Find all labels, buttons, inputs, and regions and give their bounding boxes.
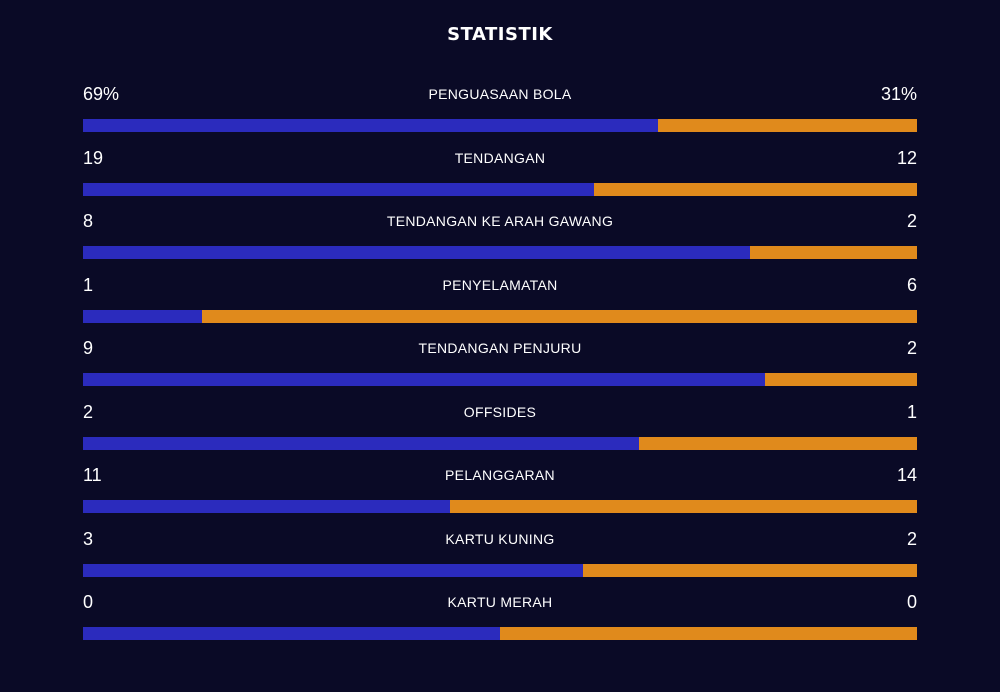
home-value: 19 — [83, 147, 104, 168]
home-value: 69% — [83, 84, 120, 104]
stats-list: 69% PENGUASAAN BOLA 31% 19 TENDANGAN 12 … — [83, 80, 917, 652]
away-value: 2 — [906, 211, 917, 231]
stat-row-saves: 1 PENYELAMATAN 6 — [83, 271, 917, 335]
stat-label: PELANGGARAN — [445, 467, 555, 483]
home-bar — [83, 246, 750, 259]
stat-label: PENGUASAAN BOLA — [428, 86, 572, 102]
stats-title: STATISTIK — [447, 24, 553, 45]
comparison-bar — [83, 373, 917, 386]
stat-row-possession: 69% PENGUASAAN BOLA 31% — [83, 80, 917, 144]
away-bar — [750, 246, 917, 259]
comparison-bar — [83, 182, 917, 196]
away-value: 1 — [906, 401, 917, 422]
away-bar — [594, 182, 917, 196]
home-bar — [83, 119, 658, 132]
away-bar — [500, 627, 917, 640]
comparison-bar — [83, 627, 917, 640]
stat-label: OFFSIDES — [463, 403, 537, 420]
home-value: 3 — [83, 528, 94, 549]
home-value: 11 — [83, 465, 102, 485]
comparison-bar — [83, 500, 917, 513]
comparison-bar — [83, 563, 917, 577]
home-value: 9 — [83, 338, 94, 358]
stat-label: TENDANGAN KE ARAH GAWANG — [386, 213, 614, 229]
comparison-bar — [83, 436, 917, 450]
stat-row-fouls: 11 PELANGGARAN 14 — [83, 461, 917, 525]
home-bar — [83, 563, 583, 577]
stat-label: PENYELAMATAN — [442, 276, 558, 293]
away-value: 14 — [896, 465, 917, 485]
away-value: 6 — [906, 274, 917, 295]
away-value: 31% — [880, 84, 917, 104]
home-bar — [83, 309, 202, 323]
comparison-bar — [83, 246, 917, 259]
home-bar — [83, 627, 500, 640]
home-value: 0 — [83, 592, 94, 612]
home-bar — [83, 182, 594, 196]
stat-row-corners: 9 TENDANGAN PENJURU 2 — [83, 334, 917, 398]
stat-row-red-cards: 0 KARTU MERAH 0 — [83, 588, 917, 652]
home-bar — [83, 373, 765, 386]
away-bar — [583, 563, 917, 577]
comparison-bar — [83, 309, 917, 323]
away-value: 2 — [906, 338, 917, 358]
stat-row-shots: 19 TENDANGAN 12 — [83, 144, 917, 208]
stat-row-yellow-cards: 3 KARTU KUNING 2 — [83, 525, 917, 589]
away-bar — [658, 119, 917, 132]
stat-row-offsides: 2 OFFSIDES 1 — [83, 398, 917, 462]
stat-label: KARTU MERAH — [447, 594, 553, 610]
away-bar — [639, 436, 917, 450]
stat-label: TENDANGAN — [454, 149, 546, 166]
away-value: 0 — [906, 592, 917, 612]
home-value: 8 — [83, 211, 94, 231]
away-bar — [202, 309, 917, 323]
home-bar — [83, 500, 450, 513]
stat-row-shots-on-target: 8 TENDANGAN KE ARAH GAWANG 2 — [83, 207, 917, 271]
home-value: 2 — [83, 401, 94, 422]
stat-label: KARTU KUNING — [445, 530, 555, 547]
away-bar — [765, 373, 917, 386]
home-value: 1 — [83, 274, 94, 295]
stat-label: TENDANGAN PENJURU — [418, 340, 582, 356]
away-value: 2 — [906, 528, 917, 549]
away-value: 12 — [896, 147, 917, 168]
away-bar — [450, 500, 917, 513]
home-bar — [83, 436, 639, 450]
comparison-bar — [83, 119, 917, 132]
